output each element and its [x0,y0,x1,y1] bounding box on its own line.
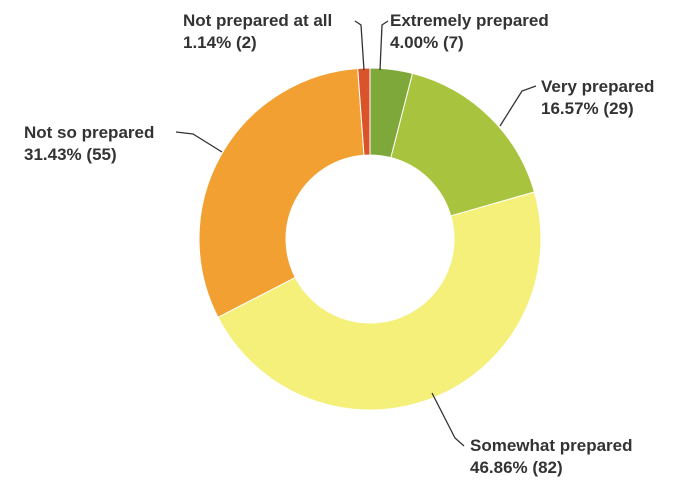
slice-not-so-prepared [198,67,365,318]
slice-value: 1.14% (2) [183,33,257,52]
label-extremely-prepared: Extremely prepared 4.00% (7) [390,10,549,54]
slice-name: Not so prepared [24,123,155,142]
slice-not-prepared-at-all [357,67,371,156]
label-not-so-prepared: Not so prepared 31.43% (55) [24,122,154,166]
slice-value: 31.43% (55) [24,145,117,164]
leader-line-not-prepared-at-all [354,20,365,71]
label-not-prepared-at-all: Not prepared at all 1.14% (2) [183,10,332,54]
leader-line-not-so-prepared [175,131,223,153]
leader-line-somewhat-prepared [431,392,465,447]
slice-name: Very prepared [541,77,655,96]
slice-name: Extremely prepared [390,11,549,30]
slice-value: 16.57% (29) [541,99,634,118]
slice-somewhat-prepared [217,191,542,411]
label-somewhat-prepared: Somewhat prepared 46.86% (82) [470,435,633,479]
slice-value: 4.00% (7) [390,33,464,52]
slice-very-prepared [390,72,536,217]
leader-line-very-prepared [499,85,537,127]
leader-line-extremely-prepared [379,20,389,71]
slice-name: Somewhat prepared [470,436,633,455]
slice-name: Not prepared at all [183,11,333,30]
label-very-prepared: Very prepared 16.57% (29) [541,76,654,120]
slice-value: 46.86% (82) [470,458,563,477]
